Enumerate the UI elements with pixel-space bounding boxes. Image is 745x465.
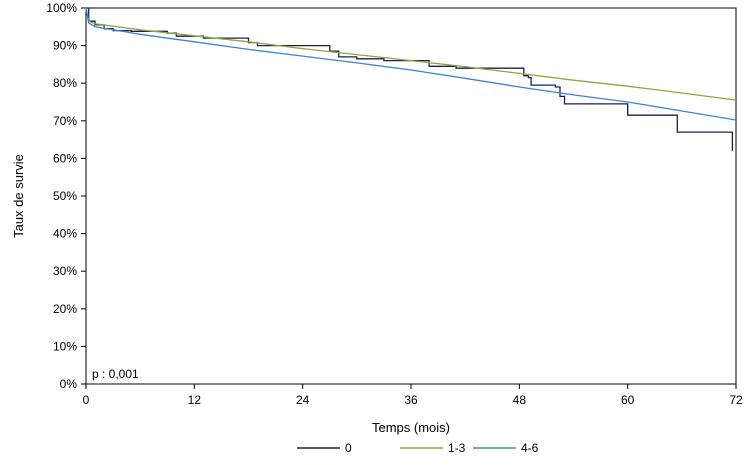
- y-tick-label: 80%: [53, 76, 77, 90]
- x-tick-label: 60: [621, 393, 635, 407]
- x-tick-label: 36: [404, 393, 418, 407]
- y-tick-label: 30%: [53, 264, 77, 278]
- plot-frame: [85, 7, 737, 385]
- x-tick-label: 24: [296, 393, 310, 407]
- x-tick-label: 48: [513, 393, 527, 407]
- legend-label-0: 0: [345, 441, 352, 455]
- y-tick-label: 40%: [53, 227, 77, 241]
- y-tick-label: 90%: [53, 39, 77, 53]
- legend: 0 1-3 4-6: [297, 441, 539, 455]
- y-tick-label: 10%: [53, 339, 77, 353]
- y-tick-label: 70%: [53, 114, 77, 128]
- series-line-1: [85, 7, 737, 101]
- x-tick-label: 72: [729, 393, 743, 407]
- series-line-2: [85, 7, 737, 121]
- y-tick-label: 0%: [60, 377, 78, 391]
- y-tick-label: 60%: [53, 151, 77, 165]
- x-tick-label: 0: [83, 393, 90, 407]
- x-axis-title: Temps (mois): [372, 420, 450, 435]
- legend-label-1: 1-3: [448, 441, 466, 455]
- y-tick-label: 20%: [53, 302, 77, 316]
- series-layer: [85, 7, 737, 151]
- y-tick-label: 50%: [53, 189, 77, 203]
- x-tick-label: 12: [188, 393, 202, 407]
- x-axis: 0 12 24 36 48 60 72: [83, 384, 743, 407]
- legend-label-2: 4-6: [521, 441, 539, 455]
- series-line-0: [86, 7, 734, 151]
- y-axis: 0% 10% 20% 30% 40% 50% 60% 70% 80% 90% 100%: [46, 1, 86, 391]
- y-axis-title: Taux de survie: [11, 154, 26, 238]
- p-value-annotation: p : 0,001: [92, 367, 139, 381]
- y-tick-label: 100%: [46, 1, 77, 15]
